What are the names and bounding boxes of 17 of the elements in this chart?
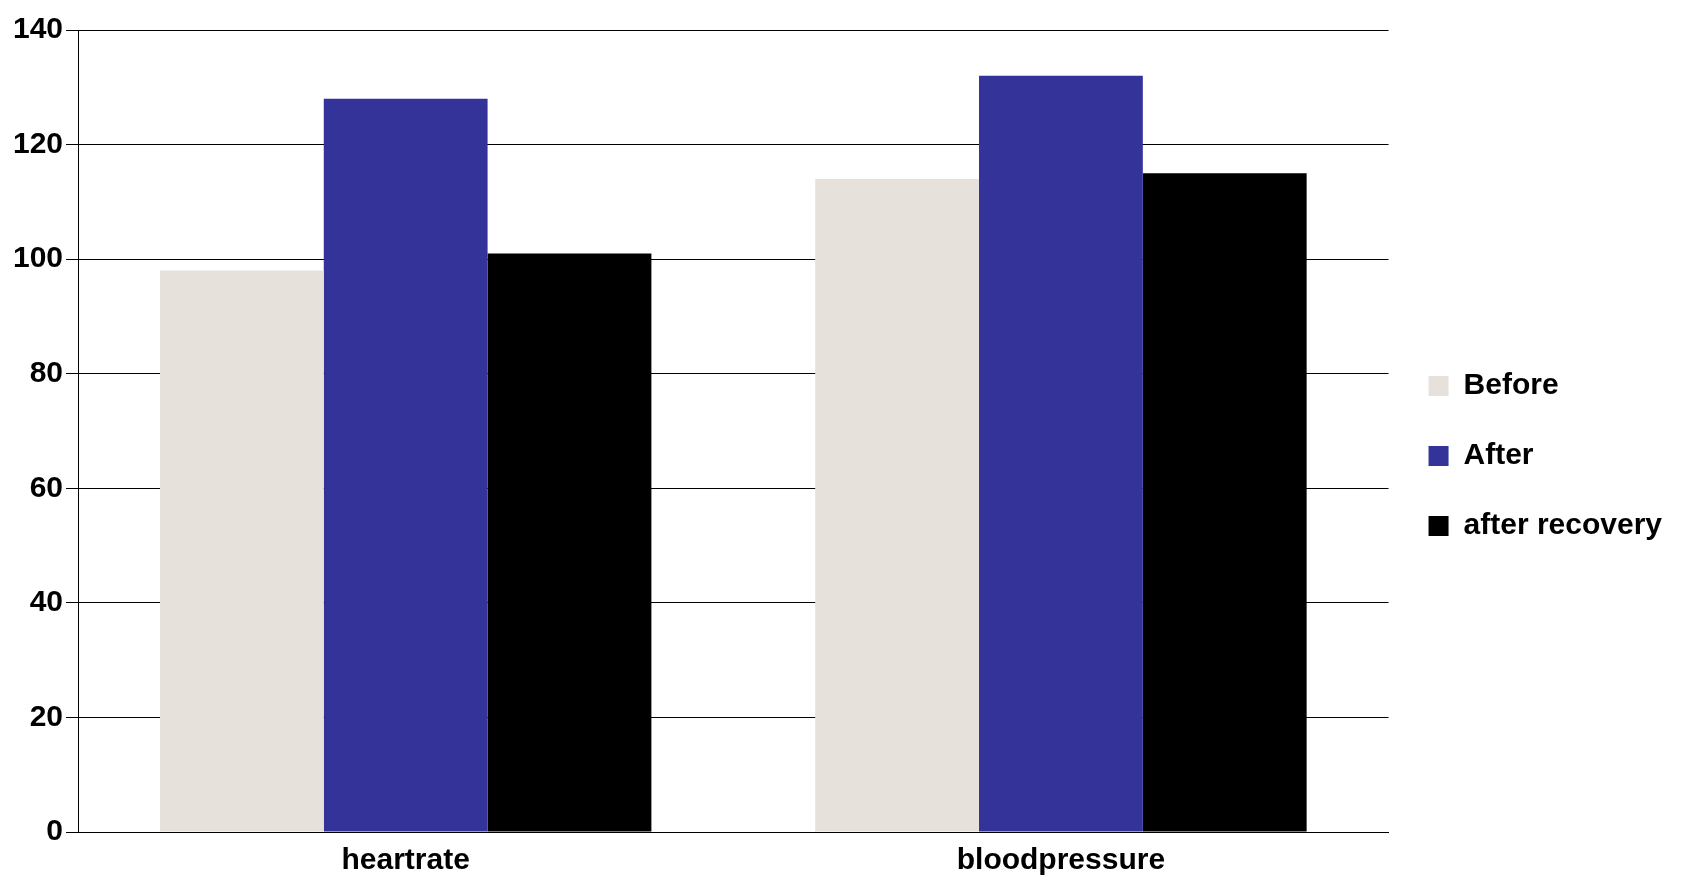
y-tick-label: 120	[12, 125, 64, 159]
bar	[815, 178, 980, 832]
bar	[159, 270, 324, 832]
y-tick-label: 60	[29, 469, 64, 503]
bar	[323, 98, 488, 832]
bar	[979, 75, 1143, 832]
y-tick-label: 20	[29, 698, 64, 732]
y-tick-label: 40	[29, 584, 64, 618]
legend-label: after recovery	[1463, 507, 1663, 541]
y-tick-label: 100	[12, 240, 64, 274]
x-tick-label: heartrate	[341, 842, 470, 876]
x-tick-label: bloodpressure	[956, 842, 1166, 876]
y-tick-label: 140	[12, 11, 64, 45]
legend-label: Before	[1463, 367, 1559, 401]
y-tick-label: 80	[29, 354, 64, 388]
y-tick-label: 0	[46, 813, 64, 847]
legend-label: After	[1463, 437, 1534, 471]
